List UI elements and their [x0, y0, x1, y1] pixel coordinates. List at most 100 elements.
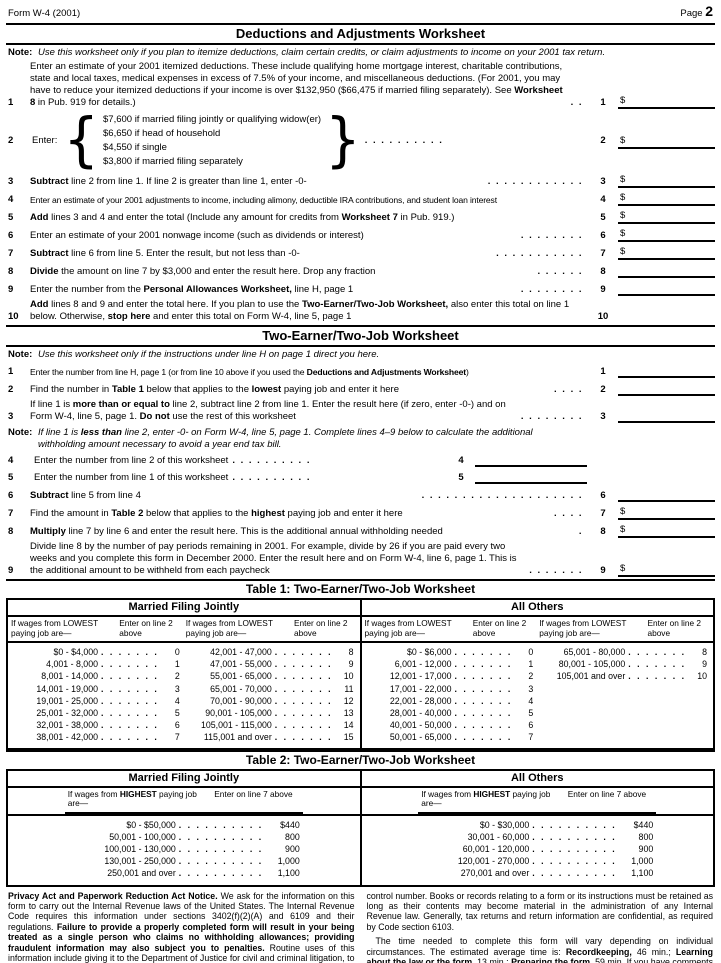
table2-mfj-body: $0 - $50,000. . . . . . . . . . . .$4405… — [8, 816, 360, 885]
table-row: 25,001 - 32,000. . . . . . . . . . . .5 — [36, 708, 180, 719]
line-text: Multiply line 7 by line 6 and enter the … — [30, 526, 443, 537]
table1-all-others: All Others If wages from LOWEST paying j… — [359, 600, 713, 748]
table1-mfj-col2: 42,001 - 47,000. . . . . . . . . . . .8 4… — [184, 646, 358, 744]
table2-mfj-title: Married Filing Jointly — [8, 771, 360, 788]
te-line-9: 9 Divide line 8 by the number of pay per… — [6, 540, 715, 579]
dot-leader: . . . . . . . . — [520, 230, 583, 241]
table-row: 40,001 - 50,000. . . . . . . . . . . .6 — [389, 720, 534, 731]
table-row: 105,001 and over. . . . . . . . . . . .1… — [556, 671, 707, 682]
dot-leader: . . . . — [554, 384, 583, 395]
entry-line: $ — [618, 505, 715, 520]
two-earner-worksheet-title: Two-Earner/Two-Job Worksheet — [6, 325, 715, 347]
line-ref: 10 — [597, 311, 609, 322]
line-number: 3 — [8, 176, 14, 187]
table1: Married Filing Jointly If wages from LOW… — [6, 600, 715, 750]
col-header-enter: Enter on line 2 above — [119, 618, 173, 638]
line-text: If line 1 is more than or equal to line … — [30, 399, 506, 422]
entry-line: $ — [618, 134, 715, 149]
line-number: 4 — [8, 194, 14, 205]
line-number: 5 — [8, 472, 14, 483]
dollar-sign: $ — [620, 192, 626, 203]
dollar-sign: $ — [620, 95, 626, 106]
dot-leader: . . . . . . . . . . — [364, 135, 444, 146]
table-row: 105,001 - 115,000. . . . . . . . . . . .… — [200, 720, 354, 731]
line-number: 7 — [8, 248, 14, 259]
table-row: 32,001 - 38,000. . . . . . . . . . . .6 — [36, 720, 180, 731]
line-ref: 3 — [600, 176, 606, 187]
dollar-sign: $ — [620, 246, 626, 257]
dot-leader: . . . . — [554, 508, 583, 519]
table2-mfj-headers: If wages from HIGHEST paying job are— En… — [8, 788, 360, 816]
table-row: 12,001 - 17,000. . . . . . . . . . . .2 — [389, 671, 534, 682]
line-text: Find the number in Table 1 below that ap… — [30, 384, 399, 395]
line-text: Subtract line 6 from line 5. Enter the r… — [30, 248, 300, 259]
line-ref: 1 — [600, 97, 606, 108]
line-ref: 6 — [600, 490, 606, 501]
form-id: Form W-4 (2001) — [8, 8, 81, 19]
entry-line — [618, 263, 715, 278]
privacy-act-paragraph: Privacy Act and Paperwork Reduction Act … — [8, 890, 355, 963]
left-brace: { — [63, 106, 99, 175]
line-ref: 2 — [600, 135, 606, 146]
ds-line-10: 10 Add lines 8 and 9 and enter the total… — [6, 298, 715, 325]
line-number: 7 — [8, 508, 14, 519]
entry-line: $ — [618, 209, 715, 224]
line-number: 1 — [8, 366, 14, 377]
line-ref: 1 — [600, 366, 606, 377]
entry-line: $ — [618, 227, 715, 242]
entry-line: $ — [618, 523, 715, 538]
table-row: $0 - $4,000. . . . . . . . . . . .0 — [53, 647, 180, 657]
entry-line — [618, 281, 715, 296]
table-row: 115,001 and over. . . . . . . . . . . .1… — [203, 732, 354, 743]
table2-others-headers: If wages from HIGHEST paying job are— En… — [361, 788, 713, 816]
table1-others-headers: If wages from LOWEST paying job are— Ent… — [361, 617, 713, 643]
col-header-enter: Enter on line 2 above — [647, 618, 701, 638]
col-header-enter: Enter on line 7 above — [567, 788, 647, 799]
ds-line-7: 7 Subtract line 6 from line 5. Enter the… — [6, 244, 715, 262]
line-text: Find the amount in Table 2 below that ap… — [30, 508, 403, 519]
dot-leader: . . . . . . — [537, 266, 583, 277]
ds-line-5: 5 Add lines 3 and 4 and enter the total … — [6, 208, 715, 226]
line-text: Enter the number from line 2 of this wor… — [34, 455, 229, 466]
line-number: 9 — [8, 565, 14, 576]
entry-line — [618, 381, 715, 396]
entry-line — [618, 487, 715, 502]
entry-line — [475, 470, 587, 484]
amount-options: $7,600 if married filing jointly or qual… — [99, 114, 325, 168]
col-header-wages: If wages from HIGHEST paying job are— — [421, 788, 551, 809]
table-row: $0 - $30,000. . . . . . . . . . . .$440 — [479, 819, 654, 830]
entry-line: $ — [618, 562, 715, 577]
ds-line-3: 3 Subtract line 2 from line 1. If line 2… — [6, 172, 715, 190]
line-text: Enter an estimate of your 2001 itemized … — [30, 61, 563, 108]
table-row: $0 - $50,000. . . . . . . . . . . .$440 — [126, 819, 300, 830]
line-number: 8 — [8, 526, 14, 537]
line-text: Add lines 8 and 9 and enter the total he… — [30, 299, 570, 322]
col-header-wages: If wages from LOWEST paying job are— — [539, 618, 627, 638]
dot-leader: . . — [570, 97, 583, 108]
ds-line-1: 1 Enter an estimate of your 2001 itemize… — [6, 60, 715, 111]
line-text: Divide line 8 by the number of pay perio… — [30, 541, 517, 576]
table1-mfj-headers: If wages from LOWEST paying job are— Ent… — [8, 617, 360, 643]
line-ref: 7 — [600, 508, 606, 519]
line-number: 9 — [8, 284, 14, 295]
amount-option: $7,600 if married filing jointly or qual… — [103, 114, 322, 125]
dot-leader: . . . . . . . . . . . . — [487, 176, 583, 187]
amount-option: $4,550 if single — [103, 142, 167, 153]
page-number-value: 2 — [705, 3, 713, 19]
line-number: 2 — [8, 384, 14, 395]
time-estimates-paragraph: The time needed to complete this form wi… — [366, 936, 714, 963]
table1-married-filing-jointly: Married Filing Jointly If wages from LOW… — [8, 600, 360, 748]
note-text: Use this worksheet only if you plan to i… — [38, 47, 606, 58]
table-row: 17,001 - 22,000. . . . . . . . . . . .3 — [389, 683, 534, 694]
line-number: 1 — [8, 97, 14, 108]
line-ref: 2 — [600, 384, 606, 395]
table-row: 30,001 - 60,000. . . . . . . . . . . .80… — [467, 831, 654, 842]
right-brace: } — [325, 106, 361, 175]
col-header-enter: Enter on line 7 above — [214, 788, 293, 799]
col-header-enter: Enter on line 2 above — [293, 618, 348, 638]
table-row: 55,001 - 65,000. . . . . . . . . . . .10 — [210, 671, 354, 682]
ds-line-2: 2 Enter: { $7,600 if married filing join… — [6, 106, 715, 175]
note-label: Note: — [8, 349, 33, 360]
line-number: 5 — [8, 212, 14, 223]
table1-others-title: All Others — [361, 600, 713, 617]
